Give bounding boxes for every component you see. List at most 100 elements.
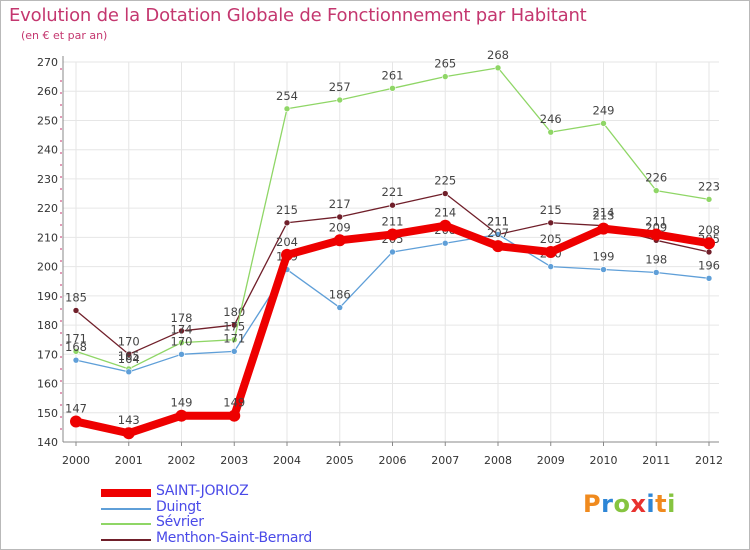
data-point-duingt xyxy=(125,368,133,376)
x-tick-label: 2003 xyxy=(220,454,248,467)
y-tick-label: 150 xyxy=(37,407,58,420)
data-point-duingt xyxy=(441,239,449,247)
data-label-menthon-saint-bernard: 211 xyxy=(487,214,509,228)
data-point-menthon-saint-bernard xyxy=(283,219,291,227)
x-tick-label: 2012 xyxy=(695,454,723,467)
data-point-menthon-saint-bernard xyxy=(336,213,344,221)
data-label-sevrier: 174 xyxy=(171,323,193,337)
data-point-saint-jorioz xyxy=(650,228,663,241)
data-label-menthon-saint-bernard: 214 xyxy=(593,206,615,220)
data-point-sevrier xyxy=(652,187,660,194)
data-point-sevrier xyxy=(547,128,555,136)
data-point-saint-jorioz xyxy=(70,415,82,428)
data-point-duingt xyxy=(389,248,396,256)
data-label-saint-jorioz: 211 xyxy=(382,214,404,228)
data-label-saint-jorioz: 147 xyxy=(65,402,87,416)
data-label-saint-jorioz: 149 xyxy=(171,396,193,410)
y-tick-label: 160 xyxy=(37,378,58,391)
data-point-duingt xyxy=(336,304,344,311)
data-point-duingt xyxy=(72,356,80,364)
legend-swatch-sevrier xyxy=(101,523,151,525)
x-tick-label: 2008 xyxy=(484,454,512,467)
data-label-duingt: 168 xyxy=(65,340,87,354)
data-label-menthon-saint-bernard: 217 xyxy=(329,197,351,211)
data-point-saint-jorioz xyxy=(492,240,504,253)
chart-title: Evolution de la Dotation Globale de Fonc… xyxy=(9,5,587,26)
logo-letter: o xyxy=(613,490,631,518)
data-label-saint-jorioz: 213 xyxy=(593,209,615,223)
data-label-duingt: 164 xyxy=(118,352,140,366)
data-point-sevrier xyxy=(178,339,185,346)
y-tick-label: 190 xyxy=(37,290,58,303)
data-label-saint-jorioz: 214 xyxy=(434,206,456,220)
data-label-duingt: 199 xyxy=(593,250,615,264)
y-tick-label: 240 xyxy=(37,144,58,157)
data-point-sevrier xyxy=(336,96,344,104)
y-tick-label: 210 xyxy=(37,231,58,244)
data-point-sevrier xyxy=(389,85,396,92)
x-tick-label: 2002 xyxy=(168,454,196,467)
data-label-menthon-saint-bernard: 178 xyxy=(171,311,193,325)
data-point-sevrier xyxy=(705,196,713,203)
data-label-duingt: 186 xyxy=(329,288,351,302)
data-point-sevrier xyxy=(230,336,238,343)
data-point-saint-jorioz xyxy=(122,427,135,440)
x-tick-label: 2009 xyxy=(537,454,565,467)
data-label-sevrier: 165 xyxy=(118,349,140,363)
data-point-sevrier xyxy=(494,64,502,72)
data-label-saint-jorioz: 205 xyxy=(540,232,562,246)
data-point-menthon-saint-bernard xyxy=(125,351,133,358)
x-tick-label: 2007 xyxy=(431,454,459,467)
data-label-duingt: 198 xyxy=(645,252,667,266)
data-label-saint-jorioz: 207 xyxy=(487,226,509,240)
legend-label-duingt: Duingt xyxy=(156,498,201,515)
data-point-duingt xyxy=(705,275,713,282)
data-label-sevrier: 261 xyxy=(382,68,404,82)
data-label-saint-jorioz: 208 xyxy=(698,223,720,237)
data-point-saint-jorioz xyxy=(281,248,293,261)
proxiti-logo: Proxiti xyxy=(583,490,676,518)
logo-letter: t xyxy=(655,490,668,518)
data-label-saint-jorioz: 204 xyxy=(276,235,298,249)
data-label-menthon-saint-bernard: 170 xyxy=(118,334,140,348)
data-point-saint-jorioz xyxy=(544,246,557,258)
data-point-menthon-saint-bernard xyxy=(178,327,185,335)
data-point-menthon-saint-bernard xyxy=(72,307,80,314)
x-tick-label: 2006 xyxy=(379,454,407,467)
data-point-saint-jorioz xyxy=(703,237,715,250)
data-point-sevrier xyxy=(72,348,80,355)
data-point-saint-jorioz xyxy=(175,409,188,422)
data-label-duingt: 170 xyxy=(171,334,193,348)
legend-swatch-menthon-saint-bernard xyxy=(101,538,151,541)
data-label-sevrier: 246 xyxy=(540,112,562,126)
data-label-menthon-saint-bernard: 221 xyxy=(382,185,404,199)
data-label-sevrier: 265 xyxy=(434,57,456,71)
data-label-sevrier: 268 xyxy=(487,48,509,62)
data-label-sevrier: 226 xyxy=(645,171,667,185)
data-label-duingt: 171 xyxy=(223,331,245,345)
data-label-saint-jorioz: 143 xyxy=(118,413,140,427)
data-point-saint-jorioz xyxy=(386,228,399,241)
y-tick-label: 140 xyxy=(37,436,58,449)
y-tick-label: 260 xyxy=(37,85,58,98)
data-label-sevrier: 223 xyxy=(698,179,720,193)
data-label-menthon-saint-bernard: 215 xyxy=(276,203,298,217)
data-point-sevrier xyxy=(600,120,607,127)
logo-letter: i xyxy=(667,490,676,518)
data-label-saint-jorioz: 149 xyxy=(223,396,245,410)
data-point-duingt xyxy=(652,269,660,276)
logo-letter: i xyxy=(646,490,656,518)
y-tick-label: 270 xyxy=(37,56,58,69)
data-label-menthon-saint-bernard: 225 xyxy=(434,174,456,188)
data-point-sevrier xyxy=(283,105,291,113)
legend-swatch-duingt xyxy=(101,507,151,510)
data-label-duingt: 211 xyxy=(487,214,509,228)
y-tick-label: 250 xyxy=(37,114,58,127)
data-point-saint-jorioz xyxy=(228,409,241,422)
legend-swatch-saint-jorioz xyxy=(101,489,151,497)
y-tick-label: 200 xyxy=(37,261,58,274)
x-tick-label: 2011 xyxy=(642,454,670,467)
data-point-duingt xyxy=(547,263,555,270)
